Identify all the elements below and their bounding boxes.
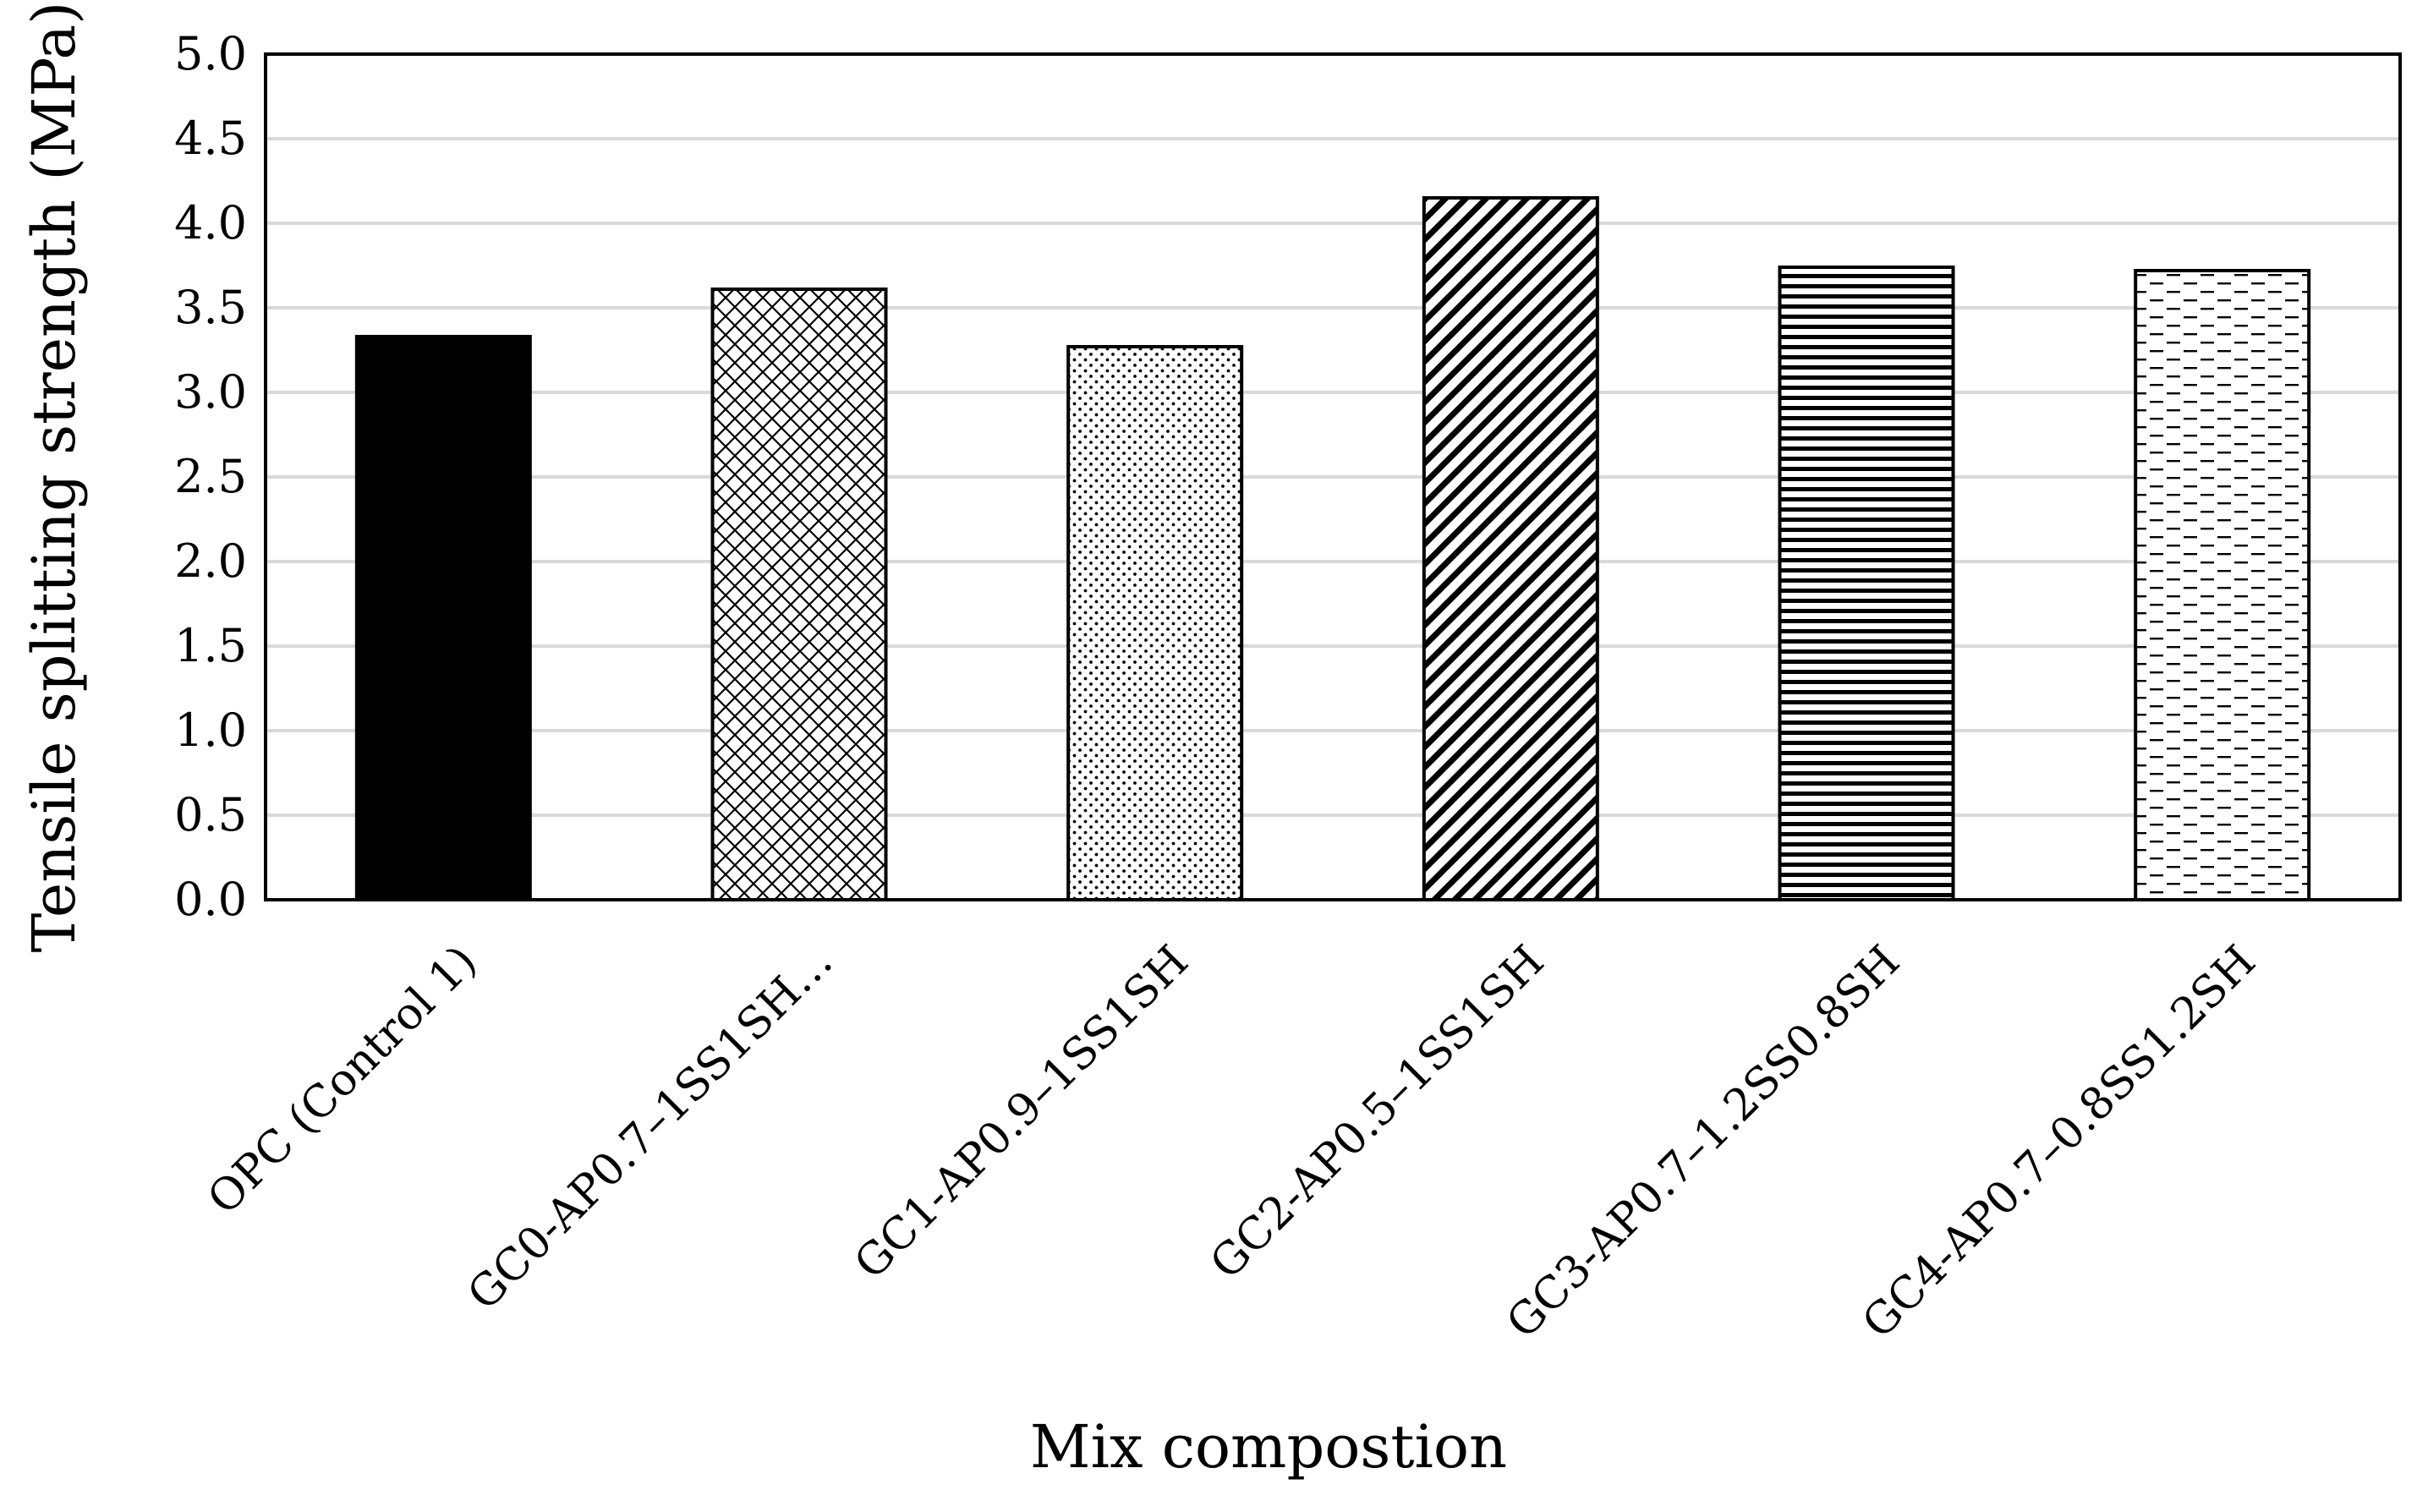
gridlines — [266, 137, 2400, 817]
x-tick-label: GC4-AP0.7–0.8SS1.2SH — [1853, 936, 2266, 1349]
y-tick-label: 0.5 — [174, 788, 247, 841]
y-tick-label: 4.5 — [174, 112, 247, 165]
bar — [710, 288, 888, 901]
y-tick-label: 0.0 — [174, 873, 247, 926]
x-axis-title: Mix compostion — [1030, 1412, 1507, 1482]
y-tick-label: 5.0 — [174, 27, 247, 80]
x-tick-label: GC0-AP0.7–1SS1SH… — [458, 936, 842, 1320]
bar — [2134, 269, 2311, 901]
plot-frame — [264, 52, 2402, 901]
y-tick-label: 1.5 — [174, 619, 247, 672]
x-tick-label: GC2-AP0.5–1SS1SH — [1201, 936, 1554, 1290]
y-tick-label: 2.5 — [174, 450, 247, 503]
bar — [1066, 345, 1244, 901]
y-tick-label: 3.0 — [174, 365, 247, 419]
bar — [1778, 266, 1955, 901]
y-tick-label: 4.0 — [174, 196, 247, 249]
x-tick-label: GC1-AP0.9–1SS1SH — [845, 936, 1198, 1290]
y-axis-title: Tensile splitting strength (MPa) — [19, 2, 89, 953]
y-tick-labels: 0.0 0.5 1.0 1.5 2.0 2.5 3.0 3.5 4.0 4.5 5.0 — [174, 27, 247, 926]
y-tick-label: 1.0 — [174, 704, 247, 757]
x-tick-labels: OPC (Control 1)GC0-AP0.7–1SS1SH… GC1-AP0.… — [198, 936, 2265, 1349]
y-tick-label: 3.5 — [174, 281, 247, 334]
x-tick-label: OPC (Control 1) — [198, 936, 486, 1224]
x-tick-label: GC3-AP0.7–1.2SS0.8SH — [1497, 936, 1910, 1349]
bar — [1422, 196, 1599, 901]
y-tick-label: 2.0 — [174, 534, 247, 588]
bars — [354, 196, 2311, 901]
bar — [354, 335, 532, 901]
